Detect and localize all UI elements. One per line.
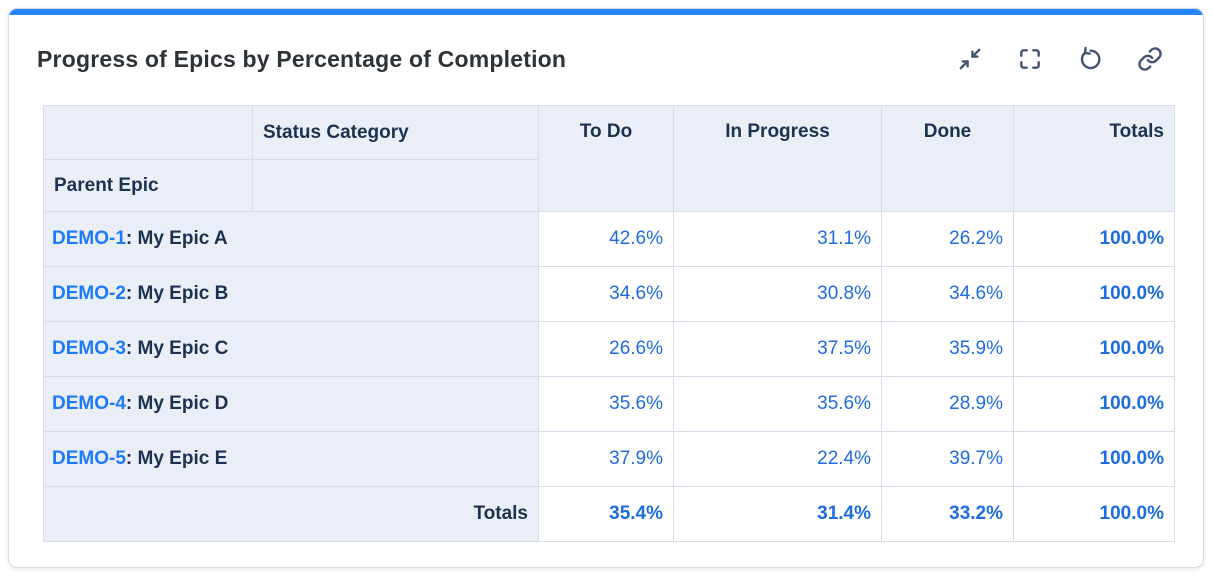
done-value: 26.2% xyxy=(881,211,1014,267)
todo-value: 34.6% xyxy=(538,266,674,322)
epic-name: : My Epic E xyxy=(125,448,228,469)
in-progress-value: 35.6% xyxy=(673,376,882,432)
link-chain-icon xyxy=(1138,47,1162,71)
epic-label-cell: DEMO-2: My Epic B xyxy=(43,266,539,322)
status-category-header: Status Category xyxy=(252,105,539,160)
table-row: DEMO-5: My Epic E 37.9% 22.4% 39.7% 100.… xyxy=(43,431,1175,487)
todo-value: 42.6% xyxy=(538,211,674,267)
epic-key-link[interactable]: DEMO-3 xyxy=(52,338,126,359)
gadget-header: Progress of Epics by Percentage of Compl… xyxy=(9,15,1203,105)
done-value: 35.9% xyxy=(881,321,1014,377)
todo-value: 37.9% xyxy=(538,431,674,487)
link-button[interactable] xyxy=(1137,46,1163,72)
table-row: DEMO-1: My Epic A 42.6% 31.1% 26.2% 100.… xyxy=(43,211,1175,267)
todo-value: 35.6% xyxy=(538,376,674,432)
epic-label-cell: DEMO-5: My Epic E xyxy=(43,431,539,487)
header-row-status-category: Status Category To Do In Progress Done T… xyxy=(43,105,1175,212)
column-header-done: Done xyxy=(881,105,1014,212)
table-row: DEMO-3: My Epic C 26.6% 37.5% 35.9% 100.… xyxy=(43,321,1175,377)
corner-blank-cell xyxy=(43,105,253,160)
in-progress-value: 22.4% xyxy=(673,431,882,487)
gadget-title: Progress of Epics by Percentage of Compl… xyxy=(37,46,567,72)
totals-in-progress-value: 31.4% xyxy=(673,486,882,542)
column-header-totals: Totals xyxy=(1013,105,1175,212)
epic-key-link[interactable]: DEMO-1 xyxy=(52,228,126,249)
epics-progress-table: Status Category To Do In Progress Done T… xyxy=(43,105,1175,542)
refresh-button[interactable] xyxy=(1077,46,1103,72)
gadget-card: Progress of Epics by Percentage of Compl… xyxy=(8,8,1204,568)
refresh-circular-arrow-icon xyxy=(1080,46,1101,70)
row-total-value: 100.0% xyxy=(1013,211,1175,267)
accent-bar xyxy=(9,9,1203,15)
epic-name: : My Epic B xyxy=(125,283,229,304)
header-row-parent-epic: Parent Epic xyxy=(43,159,1175,212)
epic-key-link[interactable]: DEMO-4 xyxy=(52,393,126,414)
epic-key-link[interactable]: DEMO-5 xyxy=(52,448,126,469)
epic-name: : My Epic C xyxy=(125,338,229,359)
todo-value: 26.6% xyxy=(538,321,674,377)
epic-name: : My Epic A xyxy=(125,228,228,249)
done-value: 39.7% xyxy=(881,431,1014,487)
totals-row-label: Totals xyxy=(43,486,539,542)
done-value: 28.9% xyxy=(881,376,1014,432)
epic-label-cell: DEMO-3: My Epic C xyxy=(43,321,539,377)
collapse-arrows-icon xyxy=(959,48,981,70)
row-total-value: 100.0% xyxy=(1013,266,1175,322)
totals-grand-total-value: 100.0% xyxy=(1013,486,1175,542)
parent-epic-header: Parent Epic xyxy=(43,159,253,212)
fullscreen-brackets-icon xyxy=(1020,49,1040,69)
epic-name: : My Epic D xyxy=(125,393,229,414)
gadget-toolbar xyxy=(957,46,1163,72)
fullscreen-button[interactable] xyxy=(1017,46,1043,72)
in-progress-value: 37.5% xyxy=(673,321,882,377)
row-total-value: 100.0% xyxy=(1013,376,1175,432)
in-progress-value: 31.1% xyxy=(673,211,882,267)
in-progress-value: 30.8% xyxy=(673,266,882,322)
totals-todo-value: 35.4% xyxy=(538,486,674,542)
totals-done-value: 33.2% xyxy=(881,486,1014,542)
done-value: 34.6% xyxy=(881,266,1014,322)
epic-key-link[interactable]: DEMO-2 xyxy=(52,283,126,304)
epic-label-cell: DEMO-4: My Epic D xyxy=(43,376,539,432)
collapse-button[interactable] xyxy=(957,46,983,72)
row-total-value: 100.0% xyxy=(1013,431,1175,487)
blank-cell xyxy=(252,159,539,212)
table-row: DEMO-4: My Epic D 35.6% 35.6% 28.9% 100.… xyxy=(43,376,1175,432)
column-header-in-progress: In Progress xyxy=(673,105,882,212)
totals-row: Totals 35.4% 31.4% 33.2% 100.0% xyxy=(43,486,1175,542)
row-total-value: 100.0% xyxy=(1013,321,1175,377)
column-header-todo: To Do xyxy=(538,105,674,212)
table-row: DEMO-2: My Epic B 34.6% 30.8% 34.6% 100.… xyxy=(43,266,1175,322)
epic-label-cell: DEMO-1: My Epic A xyxy=(43,211,539,267)
